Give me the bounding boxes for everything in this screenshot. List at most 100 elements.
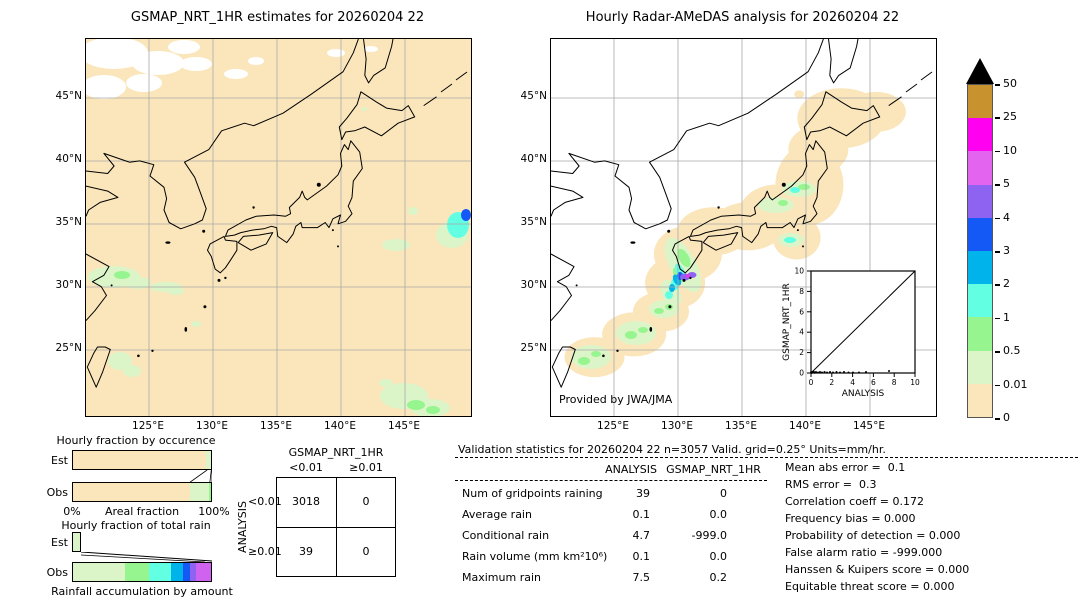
occurrence-title: Hourly fraction by occurence [56,434,216,447]
colorbar-label-25: 25 [1003,110,1017,124]
left-lon-140e: 140°E [324,420,356,432]
gsmap-nodata-patches [86,39,378,99]
scatter-inset: 0 2 4 6 8 10 0 2 4 6 8 10 ANALYSIS GSMAP… [782,267,920,400]
colorbar-label-3: 3 [1003,244,1010,257]
stat-far: False alarm ratio = -999.000 [785,546,943,559]
left-lon-145e: 145°E [388,420,420,432]
stat-hk-score: Hanssen & Kuipers score = 0.000 [785,563,970,576]
stats-row-label: Conditional rain [462,529,550,542]
contingency-cell-01: 0 [362,495,370,508]
totalrain-est-label: Est [51,536,68,549]
radar-rain-patches [571,181,816,369]
occurrence-obs-seg-green [208,483,211,501]
stat-pod: Probability of detection = 0.000 [785,529,961,542]
totalrain-title: Hourly fraction of total rain [61,519,211,532]
svg-text:0: 0 [799,369,804,378]
colorbar-tick [995,351,1000,353]
occurrence-x-label: Areal fraction [104,505,180,518]
radar-map: 0 2 4 6 8 10 0 2 4 6 8 10 ANALYSIS GSMAP… [550,38,937,417]
right-lon-140e: 140°E [789,420,821,432]
stats-row-gsmap-value: 0.2 [709,571,728,584]
gsmap-map-canvas [86,39,471,416]
colorbar-label-5: 5 [1003,177,1010,191]
colorbar-tick [995,184,1000,186]
stats-row-label: Rain volume (mm km²10⁶) [462,550,608,563]
stat-frequency-bias: Frequency bias = 0.000 [785,512,916,525]
colorbar-label-10: 10 [1003,143,1017,157]
occurrence-obs-label: Obs [46,486,68,499]
colorbar-tick [995,384,1000,387]
inset-y-ticks: 0 2 4 6 8 10 [794,267,804,378]
stats-row-gsmap-value: -999.0 [691,529,727,542]
right-lon-125e: 125°E [597,420,629,432]
stats-row-analysis-value: 0.1 [632,508,651,521]
colorbar-seg-2-3 [968,251,992,285]
totalrain-obs-seg-pale [73,563,126,581]
occurrence-est-seg-pale [206,451,211,469]
left-lon-125e: 125°E [132,420,164,432]
stats-row-gsmap-value: 0.0 [709,508,728,521]
totalrain-obs-bar [72,562,212,582]
totalrain-obs-seg-violet [196,563,211,581]
colorbar-label-0.5: 0.5 [1003,344,1021,358]
inset-xlabel: ANALYSIS [842,389,885,399]
colorbar-seg-0-001 [968,383,992,418]
totalrain-x-label: Rainfall accumulation by amount [51,585,233,598]
colorbar-label-4: 4 [1003,210,1010,224]
occurrence-obs-bar [72,482,212,502]
colorbar-tick [995,150,1000,153]
contingency-row-header-ge: ≥0.01 [248,545,282,558]
stats-row-analysis-value: 4.7 [632,529,651,542]
inset-ylabel: GSMAP_NRT_1HR [782,283,792,361]
colorbar-label-0.01: 0.01 [1003,377,1028,391]
totalrain-obs-label: Obs [46,566,68,579]
right-lat-25n: 25°N [520,342,547,354]
colorbar-tick [995,217,1000,220]
stats-header: Validation statistics for 20260204 22 n=… [458,443,886,456]
colorbar-seg-25-50 [968,85,992,119]
right-map-title: Hourly Radar-AMeDAS analysis for 2026020… [585,10,900,25]
contingency-cell-11: 0 [362,545,370,558]
left-lon-135e: 135°E [260,420,292,432]
stats-row-analysis-value: 39 [636,487,650,500]
totalrain-obs-seg-sky [170,563,184,581]
colorbar-seg-1-2 [968,284,992,318]
colorbar-seg-001-05 [968,350,992,384]
occurrence-est-seg-tan [73,451,207,469]
svg-text:4: 4 [799,328,804,337]
contingency-row-axis-label: ANALYSIS [236,501,249,553]
colorbar-tick [995,317,1000,320]
totalrain-obs-seg-cyan [148,563,171,581]
svg-text:2: 2 [799,348,804,357]
colorbar-seg-3-4 [968,217,992,252]
occurrence-est-label: Est [51,454,68,467]
right-lat-35n: 35°N [520,216,547,228]
occurrence-obs-seg-pale [189,483,209,501]
stats-row-label: Maximum rain [462,571,541,584]
svg-text:10: 10 [794,267,804,276]
radar-map-canvas: 0 2 4 6 8 10 0 2 4 6 8 10 ANALYSIS GSMAP… [551,39,936,416]
contingency-cell-00: 3018 [292,495,320,508]
left-map-title: GSMAP_NRT_1HR estimates for 20260204 22 [130,10,425,25]
totalrain-obs-seg-green [125,563,149,581]
stats-divider-header [455,480,767,481]
totalrain-est-bar [72,532,81,552]
contingency-row-header-lt: <0.01 [248,495,282,508]
svg-text:2: 2 [829,378,834,387]
gsmap-background [86,39,471,416]
colorbar-tick [995,418,1000,420]
stats-row-gsmap-value: 0 [720,487,727,500]
stats-col-analysis: ANALYSIS [605,463,657,476]
stats-row-gsmap-value: 0.0 [709,550,728,563]
stats-row-label: Average rain [462,508,532,521]
svg-text:10: 10 [910,378,920,387]
right-lon-145e: 145°E [853,420,885,432]
stats-row-label: Num of gridpoints raining [462,487,603,500]
gsmap-map [85,38,472,417]
occurrence-connector [190,470,212,482]
right-lat-45n: 45°N [520,90,547,102]
contingency-grid-hline [276,526,396,528]
colorbar-label-1: 1 [1003,310,1010,324]
right-lon-135e: 135°E [725,420,757,432]
